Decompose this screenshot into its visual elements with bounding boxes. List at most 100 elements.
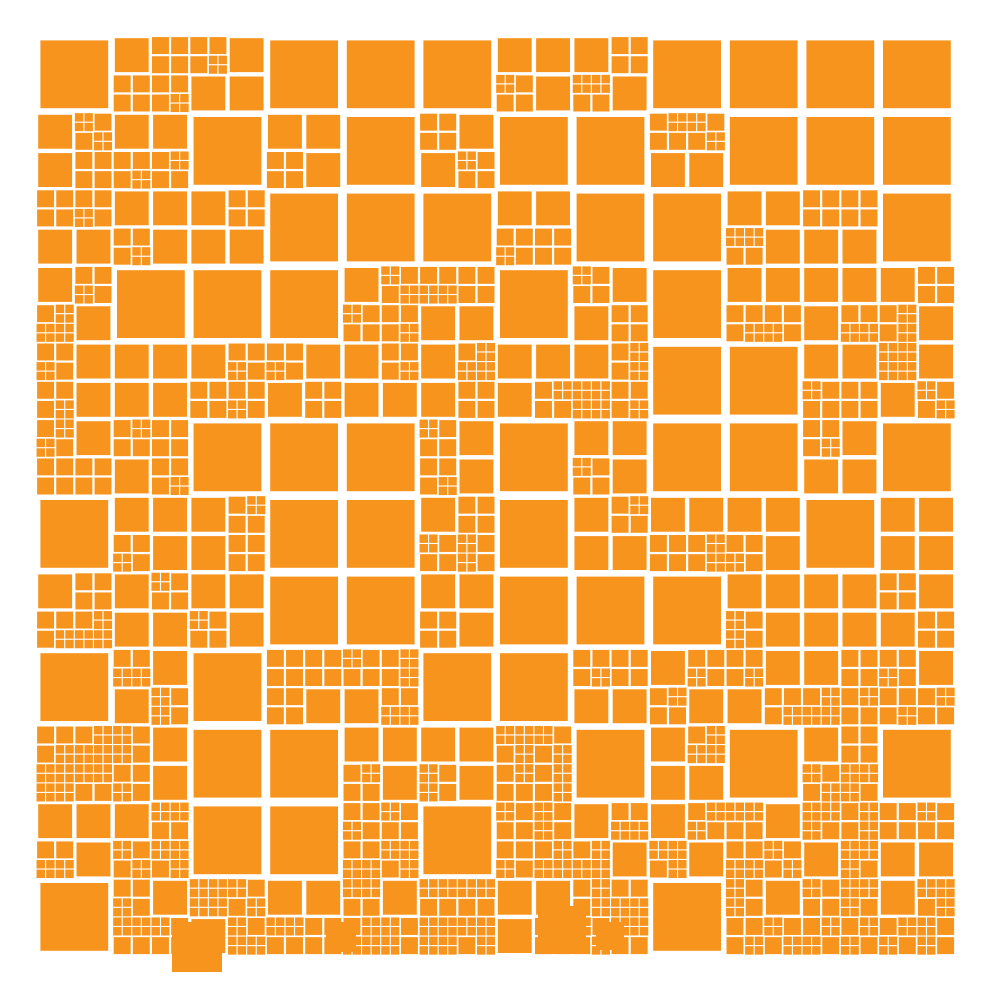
orange-square-tile <box>898 649 916 667</box>
orange-square-tile <box>706 802 716 812</box>
orange-square-tile <box>544 802 553 812</box>
orange-square-tile <box>170 850 180 859</box>
orange-square-tile <box>783 706 792 716</box>
orange-square-tile <box>706 141 716 151</box>
orange-square-tile <box>439 783 457 801</box>
orange-square-tile <box>630 381 648 399</box>
orange-square-tile <box>352 879 361 888</box>
orange-square-tile <box>898 592 916 610</box>
orange-square-tile <box>171 56 189 74</box>
orange-square-tile <box>152 37 169 55</box>
orange-square-tile <box>946 879 955 888</box>
orange-square-tile <box>486 888 496 898</box>
orange-square-tile <box>765 229 800 264</box>
orange-square-tile <box>132 429 141 438</box>
orange-square-tile <box>822 822 840 840</box>
orange-square-tile <box>419 888 429 898</box>
orange-square-tile <box>286 362 303 380</box>
orange-square-tile <box>639 352 649 361</box>
orange-square-tile <box>448 477 457 486</box>
orange-square-tile <box>649 860 667 878</box>
orange-square-tile <box>706 534 716 543</box>
orange-square-tile <box>247 946 256 955</box>
orange-square-tile <box>907 716 917 725</box>
orange-square-tile <box>554 400 572 418</box>
orange-square-tile <box>576 729 645 798</box>
orange-square-tile <box>611 669 629 686</box>
orange-square-tile <box>668 869 677 879</box>
orange-square-tile <box>745 936 754 946</box>
orange-square-tile <box>448 879 457 888</box>
orange-square-tile <box>122 927 132 936</box>
orange-square-tile <box>113 745 122 754</box>
orange-square-tile <box>725 898 735 907</box>
orange-square-tile <box>266 362 275 371</box>
orange-square-tile <box>505 860 515 869</box>
orange-square-tile <box>439 535 457 552</box>
orange-square-tile <box>689 689 724 724</box>
orange-square-tile <box>745 802 754 812</box>
orange-square-tile <box>653 883 721 951</box>
orange-square-tile <box>888 352 898 361</box>
orange-square-tile <box>132 75 150 93</box>
orange-square-tile <box>716 132 725 141</box>
orange-square-tile <box>477 888 486 898</box>
orange-square-tile <box>477 400 495 418</box>
orange-square-tile <box>591 668 601 677</box>
orange-square-tile <box>888 371 898 381</box>
orange-square-tile <box>869 323 879 333</box>
orange-square-tile <box>729 40 798 109</box>
orange-square-tile <box>754 812 764 821</box>
orange-square-tile <box>764 707 782 725</box>
orange-square-tile <box>56 841 74 859</box>
orange-square-tile <box>189 898 199 907</box>
orange-square-tile <box>344 689 379 724</box>
orange-square-tile <box>228 362 237 371</box>
orange-square-tile <box>937 286 955 303</box>
orange-square-tile <box>936 898 946 907</box>
orange-square-tile <box>237 946 247 955</box>
orange-square-tile <box>745 869 754 879</box>
orange-square-tile <box>421 153 456 187</box>
orange-square-tile <box>390 917 400 926</box>
orange-square-tile <box>352 936 361 946</box>
orange-square-tile <box>152 94 169 112</box>
orange-square-tile <box>918 286 935 303</box>
orange-square-tile <box>74 208 84 218</box>
orange-square-tile <box>423 40 492 109</box>
orange-square-tile <box>237 917 247 926</box>
orange-square-tile <box>803 190 821 208</box>
orange-square-tile <box>879 362 888 371</box>
orange-square-tile <box>726 937 744 955</box>
orange-square-tile <box>898 342 907 352</box>
orange-square-tile <box>113 420 131 438</box>
orange-square-tile <box>486 352 496 361</box>
orange-square-tile <box>362 305 380 323</box>
orange-square-tile <box>193 729 262 798</box>
orange-square-tile <box>822 400 840 418</box>
orange-square-tile <box>898 937 916 955</box>
orange-square-tile <box>937 381 955 399</box>
orange-square-tile <box>936 907 946 917</box>
orange-square-tile <box>343 898 361 916</box>
orange-square-tile <box>371 936 381 946</box>
orange-square-tile <box>171 171 189 189</box>
orange-square-tile <box>459 306 494 341</box>
orange-square-tile <box>229 229 264 264</box>
orange-square-tile <box>496 869 505 879</box>
orange-square-tile <box>536 76 570 111</box>
orange-square-tile <box>477 371 486 381</box>
orange-square-tile <box>754 936 764 946</box>
orange-square-tile <box>592 266 610 284</box>
orange-square-tile <box>37 190 55 208</box>
orange-square-tile <box>75 171 93 189</box>
orange-square-tile <box>40 500 109 568</box>
orange-square-tile <box>592 94 610 112</box>
orange-square-tile <box>802 381 812 390</box>
orange-square-tile <box>745 946 754 955</box>
orange-square-tile <box>880 612 915 647</box>
orange-square-tile <box>535 764 552 782</box>
orange-square-tile <box>821 812 831 821</box>
orange-square-tile <box>76 306 111 341</box>
orange-square-tile <box>725 639 735 649</box>
